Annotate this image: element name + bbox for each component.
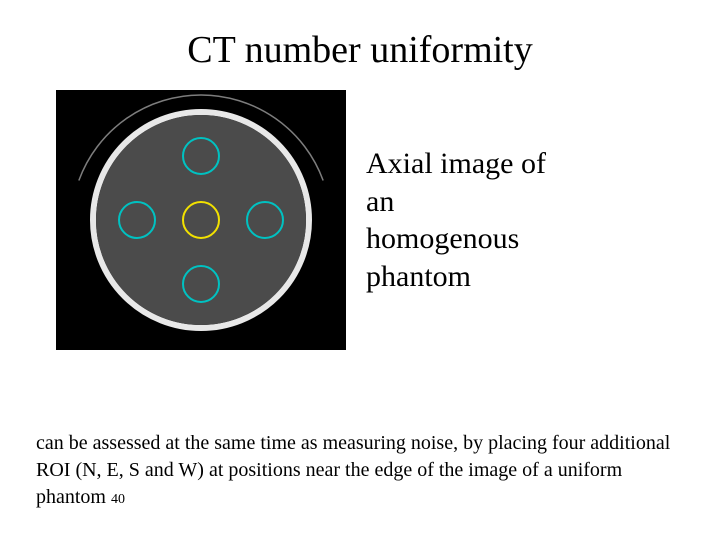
side-caption-line: an	[366, 183, 546, 221]
slide-title: CT number uniformity	[0, 0, 720, 72]
side-caption-line: homogenous	[366, 220, 546, 258]
side-caption: Axial image of an homogenous phantom	[366, 145, 546, 295]
content-row: Axial image of an homogenous phantom	[0, 90, 720, 350]
ct-diagram-svg	[56, 90, 346, 350]
side-caption-line: Axial image of	[366, 145, 546, 183]
phantom-fill	[96, 115, 306, 325]
body-text-span: can be assessed at the same time as meas…	[36, 432, 670, 508]
slide-number: 40	[111, 492, 125, 507]
ct-phantom-image	[56, 90, 346, 350]
slide: CT number uniformity Axial ima	[0, 0, 720, 540]
side-caption-line: phantom	[366, 258, 546, 296]
body-paragraph: can be assessed at the same time as meas…	[36, 430, 684, 511]
